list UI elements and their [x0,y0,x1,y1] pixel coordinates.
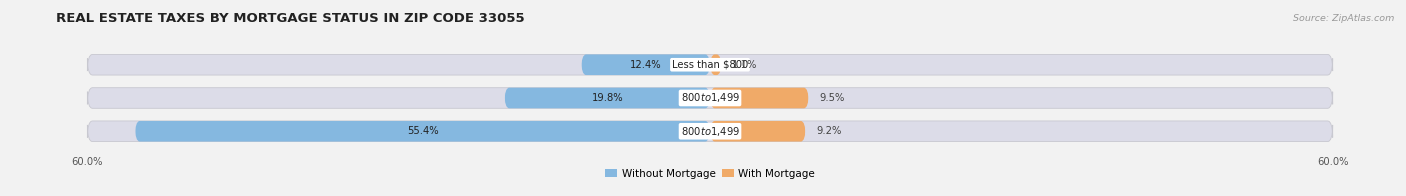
Text: Source: ZipAtlas.com: Source: ZipAtlas.com [1294,14,1395,23]
Text: $800 to $1,499: $800 to $1,499 [681,92,740,104]
Text: 1.1%: 1.1% [731,60,758,70]
FancyBboxPatch shape [135,121,710,142]
FancyBboxPatch shape [87,121,1333,142]
FancyBboxPatch shape [87,88,1333,108]
Text: Less than $800: Less than $800 [672,60,748,70]
Text: 9.2%: 9.2% [815,126,841,136]
Text: REAL ESTATE TAXES BY MORTGAGE STATUS IN ZIP CODE 33055: REAL ESTATE TAXES BY MORTGAGE STATUS IN … [56,12,524,25]
Legend: Without Mortgage, With Mortgage: Without Mortgage, With Mortgage [600,164,820,183]
FancyBboxPatch shape [710,121,806,142]
Text: 12.4%: 12.4% [630,60,661,70]
FancyBboxPatch shape [710,88,808,108]
Text: 55.4%: 55.4% [406,126,439,136]
FancyBboxPatch shape [505,88,710,108]
FancyBboxPatch shape [581,54,710,75]
Text: 9.5%: 9.5% [818,93,845,103]
FancyBboxPatch shape [710,54,721,75]
FancyBboxPatch shape [87,54,1333,75]
Text: $800 to $1,499: $800 to $1,499 [681,125,740,138]
Text: 19.8%: 19.8% [592,93,623,103]
